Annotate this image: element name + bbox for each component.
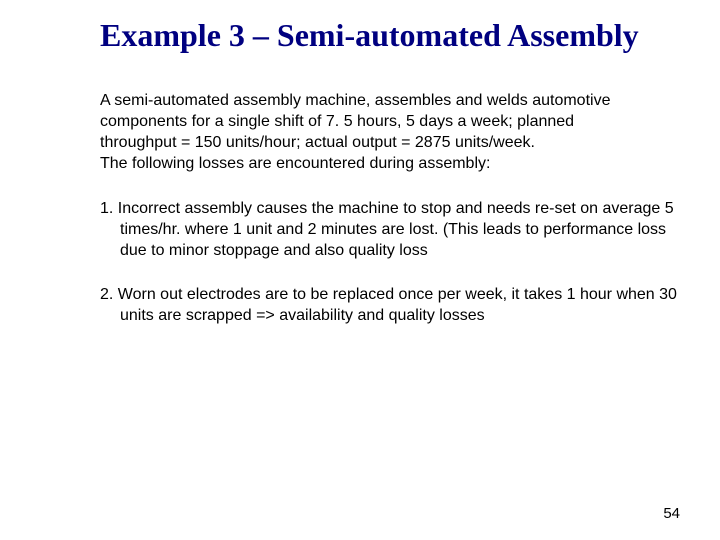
list-item-2: 2. Worn out electrodes are to be replace… [100,284,680,326]
page-number: 54 [663,505,680,522]
intro-line: A semi-automated assembly machine, assem… [100,90,680,111]
intro-line: throughput = 150 units/hour; actual outp… [100,132,680,153]
slide-title: Example 3 – Semi-automated Assembly [100,18,680,54]
slide: Example 3 – Semi-automated Assembly A se… [0,0,720,540]
intro-paragraph: A semi-automated assembly machine, assem… [100,90,680,174]
intro-line: The following losses are encountered dur… [100,153,680,174]
intro-line: components for a single shift of 7. 5 ho… [100,111,680,132]
list-item-1: 1. Incorrect assembly causes the machine… [100,198,680,261]
